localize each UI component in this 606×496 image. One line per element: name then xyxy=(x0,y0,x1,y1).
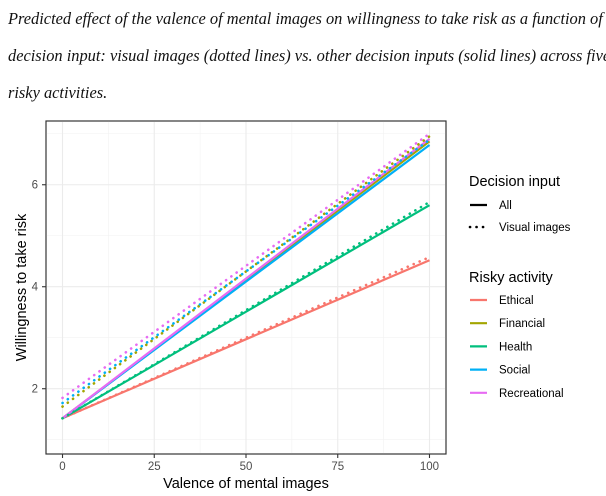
y-axis-title: Willingness to take risk xyxy=(14,213,30,361)
axes: 0 25 50 75 100 2 4 6 xyxy=(32,180,439,473)
legend-label-financial: Financial xyxy=(499,318,545,330)
dotted-series xyxy=(61,132,431,420)
x-tick-label: 0 xyxy=(59,461,65,473)
legend-label-health: Health xyxy=(499,341,532,353)
x-tick-label: 50 xyxy=(240,461,253,473)
series-line-recreational-visual-images xyxy=(61,132,431,400)
caption-line-2: decision input: visual images (dotted li… xyxy=(8,46,606,65)
legend-label-ethical: Ethical xyxy=(499,295,534,307)
figure-caption: Predicted effect of the valence of menta… xyxy=(8,0,606,111)
x-tick-label: 75 xyxy=(331,461,344,473)
legend-label-recreational: Recreational xyxy=(499,388,564,400)
series-line-ethical-all xyxy=(62,259,430,420)
y-tick-label: 6 xyxy=(32,180,38,192)
series-line-health-visual-images xyxy=(61,200,431,420)
legend: Decision input All Visual images Risky a… xyxy=(468,174,571,400)
series-line-ethical-visual-images xyxy=(61,255,431,420)
activity-legend-entries: Ethical Financial Health Social Recreational xyxy=(470,295,564,400)
legend-label-all: All xyxy=(499,200,512,212)
x-tick-label: 100 xyxy=(420,461,439,473)
legend-title-decision-input: Decision input xyxy=(469,174,560,190)
legend-title-risky-activity: Risky activity xyxy=(469,270,554,286)
x-axis-title: Valence of mental images xyxy=(163,476,329,492)
y-tick-label: 4 xyxy=(32,282,39,294)
caption-line-3: risky activities. xyxy=(8,83,108,102)
y-tick-label: 2 xyxy=(32,384,38,396)
series-line-social-visual-images xyxy=(61,138,431,405)
series-line-recreational-all xyxy=(61,137,431,420)
caption-line-1: Predicted effect of the valence of menta… xyxy=(8,9,603,28)
legend-label-visual-images: Visual images xyxy=(499,222,571,234)
x-tick-label: 25 xyxy=(148,461,161,473)
legend-label-social: Social xyxy=(499,365,530,377)
series-line-financial-visual-images xyxy=(61,135,431,408)
